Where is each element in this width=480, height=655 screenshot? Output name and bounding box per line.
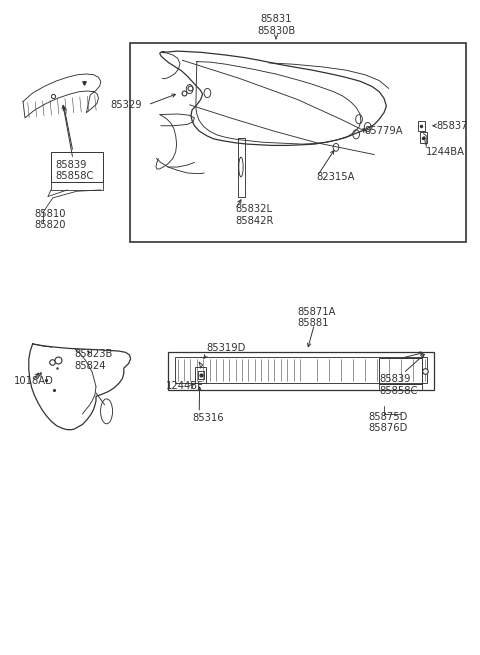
Text: 85329: 85329 — [110, 100, 142, 110]
Bar — [168, 352, 434, 390]
Bar — [130, 43, 466, 242]
Text: 85832L
85842R: 85832L 85842R — [235, 204, 274, 225]
Text: 85837: 85837 — [437, 121, 468, 131]
Bar — [420, 132, 427, 143]
Text: 85831
85830B: 85831 85830B — [257, 14, 295, 36]
Bar — [195, 367, 206, 383]
Text: 85319D: 85319D — [206, 343, 246, 354]
Bar — [418, 121, 425, 131]
Text: 85839
85858C: 85839 85858C — [379, 375, 418, 396]
Text: 1244BF: 1244BF — [166, 381, 204, 392]
Bar — [198, 371, 204, 379]
Text: 85871A
85881: 85871A 85881 — [298, 307, 336, 328]
Bar — [51, 152, 103, 182]
Bar — [175, 357, 427, 383]
Text: 82315A: 82315A — [317, 172, 355, 182]
Text: 85875D
85876D: 85875D 85876D — [369, 412, 408, 433]
Text: 85316: 85316 — [192, 413, 224, 423]
Text: 85810
85820: 85810 85820 — [35, 209, 66, 230]
Text: 1244BA: 1244BA — [426, 147, 465, 157]
Text: 85779A: 85779A — [365, 126, 403, 136]
Text: 85823B
85824: 85823B 85824 — [74, 350, 113, 371]
Bar — [379, 358, 422, 384]
Text: 1018AD: 1018AD — [13, 376, 53, 386]
Text: 85839
85858C: 85839 85858C — [55, 160, 94, 181]
